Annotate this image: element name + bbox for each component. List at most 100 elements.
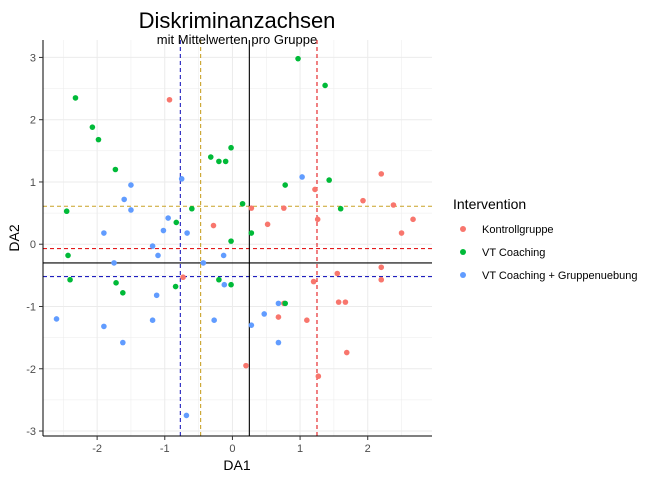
data-point-series-2 bbox=[183, 412, 190, 419]
data-point-series-2 bbox=[165, 215, 171, 221]
data-point-series-1 bbox=[222, 158, 229, 165]
data-point-series-0 bbox=[310, 278, 317, 285]
data-point-series-0 bbox=[180, 274, 186, 281]
data-point-series-2 bbox=[200, 260, 207, 266]
data-point-series-1 bbox=[282, 182, 288, 188]
grid bbox=[43, 40, 432, 436]
data-points bbox=[53, 55, 416, 419]
data-point-series-1 bbox=[282, 300, 288, 307]
x-tick-label: 2 bbox=[365, 443, 371, 455]
chart-subtitle: mit Mittelwerten pro Gruppe bbox=[157, 32, 317, 47]
data-point-series-2 bbox=[121, 196, 127, 203]
data-point-series-1 bbox=[295, 55, 301, 62]
data-point-series-2 bbox=[155, 252, 161, 259]
data-point-series-0 bbox=[166, 96, 173, 103]
x-axis-title: DA1 bbox=[223, 457, 250, 473]
data-point-series-0 bbox=[334, 270, 341, 277]
data-point-series-0 bbox=[335, 299, 342, 305]
legend-key-vt-coaching-gruppenuebung bbox=[460, 272, 466, 278]
data-point-series-1 bbox=[72, 95, 79, 101]
data-point-series-2 bbox=[149, 243, 156, 249]
y-tick-label: -2 bbox=[26, 364, 36, 376]
data-point-series-0 bbox=[398, 230, 405, 236]
data-point-series-0 bbox=[304, 317, 310, 323]
data-point-series-2 bbox=[184, 230, 190, 236]
data-point-series-1 bbox=[216, 276, 222, 283]
data-point-series-0 bbox=[342, 299, 349, 305]
data-point-series-2 bbox=[153, 292, 160, 299]
data-point-series-1 bbox=[322, 82, 328, 89]
data-point-series-0 bbox=[275, 314, 282, 320]
data-point-series-0 bbox=[315, 373, 322, 380]
data-point-series-2 bbox=[248, 322, 255, 328]
y-tick-label: 2 bbox=[30, 115, 36, 127]
legend-label-kontrollgruppe: Kontrollgruppe bbox=[482, 224, 554, 236]
data-point-series-1 bbox=[113, 280, 119, 286]
data-point-series-1 bbox=[95, 136, 102, 143]
data-point-series-2 bbox=[261, 311, 268, 317]
data-point-series-1 bbox=[172, 283, 179, 290]
data-point-series-2 bbox=[211, 317, 217, 323]
y-tick-label: 3 bbox=[30, 52, 36, 64]
data-point-series-2 bbox=[220, 252, 227, 259]
data-point-series-1 bbox=[228, 281, 234, 288]
data-point-series-0 bbox=[312, 186, 318, 193]
data-point-series-1 bbox=[120, 289, 126, 296]
data-point-series-0 bbox=[210, 222, 217, 229]
data-point-series-1 bbox=[216, 158, 222, 165]
x-tick-label: -2 bbox=[92, 443, 102, 455]
data-point-series-2 bbox=[128, 182, 134, 188]
data-point-series-0 bbox=[281, 205, 287, 211]
x-tick-label: -1 bbox=[160, 443, 170, 455]
data-point-series-2 bbox=[53, 316, 60, 322]
x-tick-label: 0 bbox=[229, 443, 235, 455]
data-point-series-1 bbox=[67, 276, 73, 283]
data-point-series-2 bbox=[160, 227, 167, 234]
data-point-series-0 bbox=[410, 216, 416, 223]
legend: Intervention Kontrollgruppe VT Coaching … bbox=[453, 196, 637, 282]
data-point-series-0 bbox=[243, 362, 249, 369]
data-point-series-1 bbox=[326, 177, 332, 183]
data-point-series-1 bbox=[337, 205, 344, 212]
data-point-series-0 bbox=[378, 264, 385, 271]
legend-key-kontrollgruppe bbox=[460, 226, 466, 232]
y-tick-label: -3 bbox=[26, 426, 36, 438]
data-point-series-2 bbox=[221, 281, 228, 288]
data-point-series-2 bbox=[299, 174, 305, 180]
legend-label-vt-coaching-gruppenuebung: VT Coaching + Gruppenuebung bbox=[482, 270, 637, 282]
data-point-series-0 bbox=[378, 171, 385, 177]
data-point-series-1 bbox=[63, 208, 70, 215]
data-point-series-0 bbox=[264, 221, 271, 228]
data-point-series-2 bbox=[101, 323, 107, 330]
data-point-series-1 bbox=[239, 200, 246, 207]
data-point-series-0 bbox=[378, 276, 385, 283]
data-point-series-0 bbox=[343, 349, 350, 356]
data-point-series-1 bbox=[65, 252, 71, 259]
data-point-series-1 bbox=[228, 238, 234, 244]
data-point-series-1 bbox=[173, 219, 180, 226]
reference-lines bbox=[43, 40, 432, 436]
data-point-series-0 bbox=[314, 216, 321, 223]
data-point-series-1 bbox=[207, 154, 214, 160]
y-axis-title: DA2 bbox=[6, 224, 22, 251]
axis-ticks: -2 -1 0 1 2 3 2 1 0 -1 -2 -3 bbox=[26, 52, 371, 455]
data-point-series-1 bbox=[228, 144, 234, 151]
data-point-series-1 bbox=[189, 205, 195, 212]
data-point-series-0 bbox=[360, 197, 366, 204]
chart-title: Diskriminanzachsen bbox=[139, 8, 336, 33]
data-point-series-2 bbox=[149, 317, 156, 323]
data-point-series-2 bbox=[275, 339, 282, 346]
data-point-series-2 bbox=[128, 207, 134, 213]
legend-title: Intervention bbox=[453, 196, 526, 212]
y-tick-label: -1 bbox=[26, 301, 36, 313]
legend-label-vt-coaching: VT Coaching bbox=[482, 247, 545, 259]
data-point-series-0 bbox=[390, 202, 397, 208]
data-point-series-2 bbox=[111, 260, 117, 266]
data-point-series-0 bbox=[248, 205, 255, 211]
data-point-series-2 bbox=[101, 230, 107, 236]
data-point-series-2 bbox=[275, 300, 282, 307]
x-tick-label: 1 bbox=[297, 443, 303, 455]
data-point-series-1 bbox=[112, 166, 119, 173]
